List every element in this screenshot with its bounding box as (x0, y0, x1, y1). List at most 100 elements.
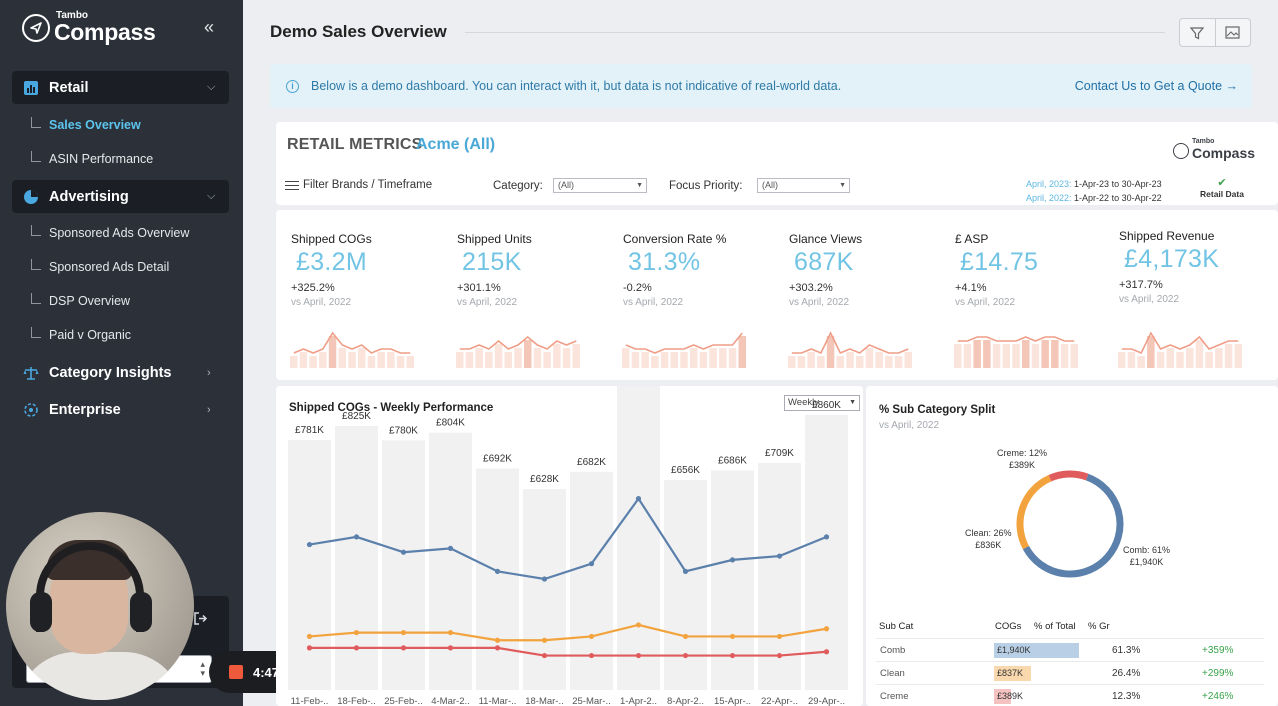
series-point[interactable] (682, 633, 689, 640)
donut-slice[interactable] (1016, 474, 1052, 550)
chart-bar[interactable] (805, 414, 848, 690)
image-icon[interactable] (1214, 19, 1251, 46)
kpi-tile[interactable]: Conversion Rate % 31.3% -0.2% vs April, 202… (608, 210, 768, 380)
series-point[interactable] (682, 568, 689, 574)
series-point[interactable] (588, 633, 595, 640)
kpi-tile[interactable]: Shipped Revenue £4,173K +317.7% vs April, 2… (1104, 210, 1264, 380)
table-row[interactable]: Comb £1,940K 61.3% +359% (876, 638, 1264, 661)
retail-metrics-title: RETAIL METRICS (287, 136, 423, 153)
tambo-compass-logo[interactable]: Tambo Compass (22, 11, 156, 45)
series-point[interactable] (400, 549, 407, 555)
series-line[interactable] (309, 623, 827, 642)
series-point[interactable] (682, 652, 689, 659)
chart-bar[interactable] (523, 489, 566, 690)
filter-brands-toggle[interactable]: Filter Brands / Timeframe (285, 178, 432, 193)
sparkline-bar (738, 336, 746, 368)
nav-group-advertising[interactable]: Advertising ⌵ (12, 180, 229, 213)
series-point[interactable] (447, 645, 454, 651)
kpi-tile[interactable]: £ ASP £14.75 +4.1% vs April, 2022 (940, 210, 1100, 380)
series-point[interactable] (447, 629, 454, 636)
period-select[interactable]: Weekly ▼ (784, 395, 860, 411)
nav-group-enterprise[interactable]: Enterprise › (12, 393, 229, 426)
sparkline-bar (290, 356, 298, 368)
series-point[interactable] (494, 645, 501, 651)
table-row[interactable]: Clean £837K 26.4% +299% (876, 661, 1264, 684)
series-point[interactable] (494, 568, 501, 574)
chart-bar[interactable] (664, 480, 707, 690)
cogs-bar (994, 666, 1031, 681)
series-line[interactable] (309, 496, 827, 581)
sidebar-item-sponsored-ads-detail[interactable]: Sponsored Ads Detail (31, 258, 169, 274)
kpi-tile[interactable]: Shipped COGs £3.2M +325.2% vs April, 2022 (276, 210, 436, 380)
series-point[interactable] (541, 637, 548, 643)
chart-bar[interactable] (617, 386, 660, 690)
donut-label-value: £1,940K (1129, 557, 1164, 567)
contact-quote-link[interactable]: Contact Us to Get a Quote → (1074, 79, 1238, 93)
series-point[interactable] (400, 629, 407, 636)
chart-bar[interactable] (382, 440, 425, 690)
series-point[interactable] (776, 633, 783, 640)
series-point[interactable] (823, 534, 830, 540)
series-point[interactable] (306, 633, 313, 640)
focus-priority-select[interactable]: (All) ▼ (757, 178, 850, 193)
series-point[interactable] (776, 553, 783, 559)
sparkline-bar (865, 348, 874, 368)
series-point[interactable] (729, 652, 736, 659)
cogs-value: £389K (997, 691, 1024, 701)
series-point[interactable] (400, 645, 407, 651)
sidebar-item-sales-overview[interactable]: Sales Overview (31, 116, 141, 132)
series-point[interactable] (353, 534, 360, 540)
filter-icon[interactable] (1180, 19, 1215, 46)
table-row[interactable]: Creme £389K 12.3% +246% (876, 684, 1264, 706)
series-point[interactable] (823, 649, 830, 655)
kpi-tile[interactable]: Shipped Units 215K +301.1% vs April, 2022 (442, 210, 602, 380)
series-point[interactable] (635, 652, 642, 659)
sidebar-item-sponsored-ads-overview[interactable]: Sponsored Ads Overview (31, 224, 189, 240)
series-point[interactable] (729, 633, 736, 640)
series-point[interactable] (541, 652, 548, 659)
x-tick-label: 18-Mar-.. (525, 696, 564, 706)
sidebar-item-paid-v-organic[interactable]: Paid v Organic (31, 326, 131, 342)
series-point[interactable] (494, 637, 501, 643)
series-point[interactable] (823, 626, 830, 632)
series-point[interactable] (635, 496, 642, 502)
series-point[interactable] (541, 576, 548, 582)
chart-bar[interactable] (758, 463, 801, 690)
kpi-sparkline (954, 336, 1078, 368)
nav-group-retail[interactable]: Retail ⌵ (12, 71, 229, 104)
chart-bar[interactable] (476, 468, 519, 690)
sparkline-bar (1041, 340, 1049, 368)
logo-big-text: Compass (54, 19, 156, 45)
sub-category-donut[interactable] (866, 386, 1278, 616)
series-point[interactable] (306, 645, 313, 651)
x-tick-label: 15-Apr-.. (714, 696, 751, 706)
series-point[interactable] (729, 557, 736, 563)
series-line[interactable] (309, 646, 827, 657)
sidebar-item-asin-performance[interactable]: ASIN Performance (31, 150, 153, 166)
kpi-tile[interactable]: Glance Views 687K +303.2% vs April, 2022 (774, 210, 934, 380)
series-point[interactable] (588, 561, 595, 567)
donut-slice[interactable] (1048, 470, 1089, 482)
series-point[interactable] (635, 622, 642, 628)
series-point[interactable] (353, 629, 360, 636)
chart-bar[interactable] (288, 440, 331, 690)
series-point[interactable] (306, 541, 313, 548)
sidebar-item-dsp-overview[interactable]: DSP Overview (31, 292, 130, 308)
donut-slice[interactable] (1022, 473, 1124, 578)
series-point[interactable] (776, 652, 783, 659)
sparkline-bar (1224, 344, 1233, 368)
sparkline-bar (894, 356, 903, 368)
category-select[interactable]: (All) ▼ (553, 178, 647, 193)
pct-of-total: 61.3% (1112, 645, 1141, 656)
weekly-performance-chart[interactable]: £781K 11-Feb-.. £825K 18-Feb-.. £780K 25-Feb-… (276, 386, 863, 706)
series-point[interactable] (353, 645, 360, 651)
chart-bar[interactable] (429, 432, 472, 690)
collapse-sidebar-icon[interactable]: « (204, 17, 215, 37)
series-point[interactable] (588, 652, 595, 659)
nav-group-category-insights[interactable]: Category Insights › (12, 356, 229, 389)
sparkline-bar (299, 352, 308, 368)
stop-recording-button[interactable] (229, 665, 243, 679)
logout-icon[interactable] (193, 611, 208, 630)
series-point[interactable] (447, 545, 454, 551)
date-ranges: April, 2023: 1-Apr-23 to 30-Apr-23 April… (1026, 177, 1162, 205)
